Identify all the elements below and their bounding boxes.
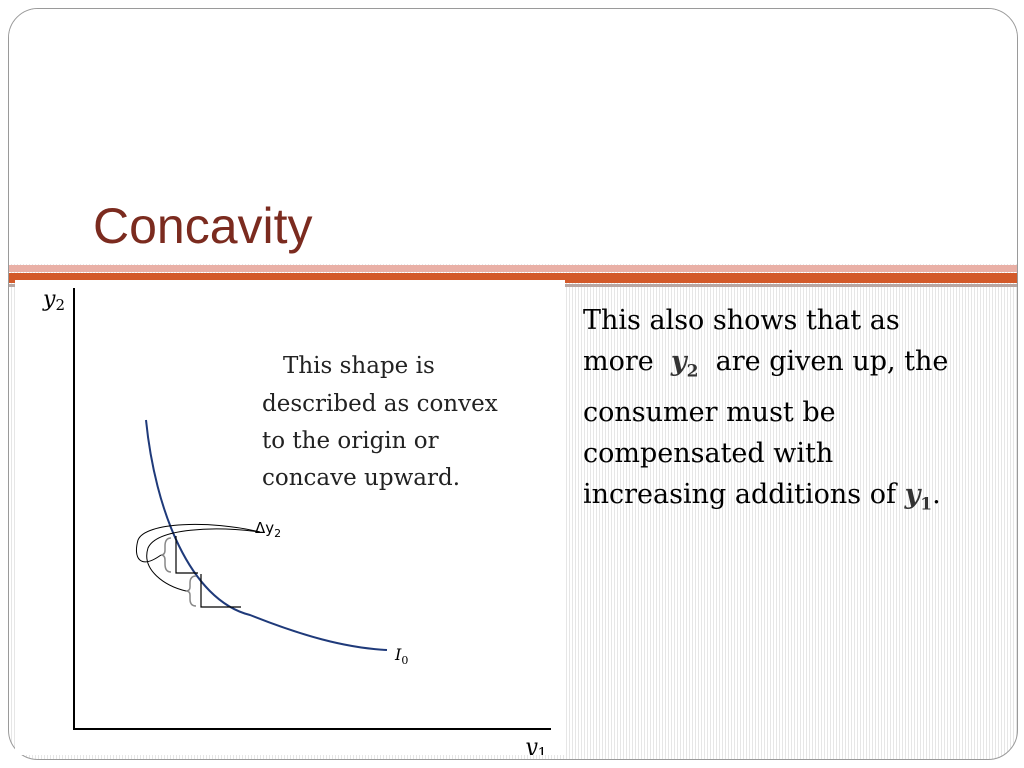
- step-2: [200, 574, 241, 608]
- var-y2: y2: [670, 346, 699, 382]
- title-rule-middle: [9, 273, 1017, 283]
- curve-label: I0: [394, 645, 408, 667]
- x-axis-label: y1: [524, 735, 547, 755]
- explanation-text: This also shows that as more y2 are give…: [583, 305, 949, 515]
- brace-1: [160, 537, 172, 573]
- brace-2: [185, 575, 197, 607]
- callout-line-2: [146, 528, 261, 592]
- delta-y2-label: Δy2: [255, 519, 281, 540]
- title-rule-top: [9, 265, 1017, 272]
- indifference-curve: [145, 419, 388, 651]
- slide-title: Concavity: [93, 198, 313, 254]
- diagram-svg: y2 y1 This shape is described as convex …: [42, 287, 551, 755]
- diagram-caption: This shape is described as convex to the…: [262, 353, 505, 491]
- title-area: Concavity: [9, 9, 1017, 264]
- y-axis-label: y2: [42, 287, 65, 314]
- callout-line-1: [136, 523, 261, 563]
- indifference-diagram: y2 y1 This shape is described as convex …: [15, 280, 565, 755]
- step-1: [175, 536, 198, 574]
- var-y1: y1: [904, 479, 933, 515]
